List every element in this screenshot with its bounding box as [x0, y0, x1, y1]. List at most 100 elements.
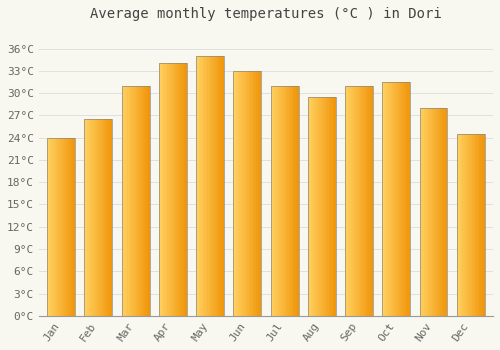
- Bar: [280, 86, 282, 316]
- Bar: [470, 134, 472, 316]
- Bar: [278, 86, 279, 316]
- Bar: [260, 71, 262, 316]
- Bar: [86, 119, 87, 316]
- Bar: [163, 63, 164, 316]
- Bar: [363, 86, 364, 316]
- Bar: [274, 86, 275, 316]
- Bar: [97, 119, 98, 316]
- Bar: [162, 63, 163, 316]
- Bar: [294, 86, 296, 316]
- Bar: [72, 138, 74, 316]
- Bar: [177, 63, 178, 316]
- Bar: [424, 108, 425, 316]
- Bar: [478, 134, 479, 316]
- Bar: [479, 134, 480, 316]
- Bar: [68, 138, 70, 316]
- Bar: [370, 86, 372, 316]
- Bar: [399, 82, 400, 316]
- Bar: [476, 134, 478, 316]
- Bar: [213, 56, 214, 316]
- Bar: [142, 86, 144, 316]
- Bar: [254, 71, 256, 316]
- Bar: [122, 86, 150, 316]
- Bar: [329, 97, 330, 316]
- Bar: [293, 86, 294, 316]
- Bar: [324, 97, 326, 316]
- Bar: [328, 97, 329, 316]
- Bar: [420, 108, 421, 316]
- Bar: [159, 63, 160, 316]
- Bar: [368, 86, 369, 316]
- Bar: [356, 86, 358, 316]
- Bar: [461, 134, 462, 316]
- Bar: [253, 71, 254, 316]
- Bar: [203, 56, 204, 316]
- Bar: [462, 134, 464, 316]
- Bar: [457, 134, 458, 316]
- Bar: [107, 119, 108, 316]
- Bar: [275, 86, 276, 316]
- Bar: [272, 86, 274, 316]
- Bar: [124, 86, 126, 316]
- Bar: [385, 82, 386, 316]
- Bar: [122, 86, 123, 316]
- Bar: [388, 82, 390, 316]
- Bar: [395, 82, 396, 316]
- Bar: [111, 119, 112, 316]
- Bar: [181, 63, 182, 316]
- Bar: [240, 71, 242, 316]
- Bar: [482, 134, 484, 316]
- Bar: [349, 86, 350, 316]
- Bar: [50, 138, 51, 316]
- Bar: [330, 97, 332, 316]
- Bar: [288, 86, 290, 316]
- Bar: [66, 138, 68, 316]
- Bar: [398, 82, 399, 316]
- Bar: [354, 86, 355, 316]
- Bar: [133, 86, 134, 316]
- Bar: [318, 97, 319, 316]
- Bar: [94, 119, 96, 316]
- Bar: [466, 134, 468, 316]
- Bar: [200, 56, 202, 316]
- Bar: [326, 97, 328, 316]
- Bar: [239, 71, 240, 316]
- Bar: [465, 134, 466, 316]
- Bar: [64, 138, 66, 316]
- Bar: [390, 82, 392, 316]
- Bar: [146, 86, 147, 316]
- Bar: [106, 119, 107, 316]
- Bar: [174, 63, 176, 316]
- Bar: [334, 97, 336, 316]
- Bar: [422, 108, 424, 316]
- Bar: [315, 97, 316, 316]
- Bar: [84, 119, 86, 316]
- Bar: [104, 119, 106, 316]
- Bar: [134, 86, 136, 316]
- Bar: [296, 86, 297, 316]
- Bar: [204, 56, 206, 316]
- Bar: [308, 97, 336, 316]
- Bar: [404, 82, 406, 316]
- Bar: [382, 82, 410, 316]
- Bar: [256, 71, 257, 316]
- Bar: [141, 86, 142, 316]
- Bar: [252, 71, 253, 316]
- Bar: [128, 86, 130, 316]
- Bar: [208, 56, 210, 316]
- Bar: [292, 86, 293, 316]
- Bar: [362, 86, 363, 316]
- Bar: [52, 138, 53, 316]
- Bar: [258, 71, 260, 316]
- Bar: [84, 119, 112, 316]
- Bar: [460, 134, 461, 316]
- Bar: [297, 86, 298, 316]
- Bar: [350, 86, 352, 316]
- Bar: [250, 71, 252, 316]
- Bar: [180, 63, 181, 316]
- Bar: [218, 56, 220, 316]
- Bar: [168, 63, 170, 316]
- Bar: [47, 138, 48, 316]
- Bar: [444, 108, 446, 316]
- Bar: [216, 56, 217, 316]
